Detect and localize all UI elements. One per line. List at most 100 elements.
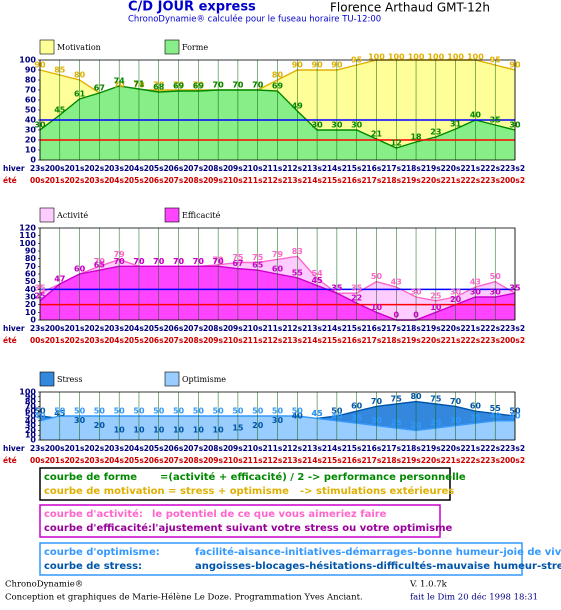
value-label: 10: [371, 303, 383, 312]
value-label: 60: [74, 265, 86, 274]
x-tick-label: 22s2: [485, 444, 505, 453]
value-label: 30: [74, 416, 86, 425]
x-tick-label: 11s2: [267, 164, 287, 173]
x-tick-label: 23s2: [505, 444, 525, 453]
y-tick-label: 80: [25, 76, 37, 85]
value-label: 90: [292, 61, 304, 70]
x-tick-label: 20s2: [446, 164, 466, 173]
x-tick-label-secondary: 01s2: [50, 176, 70, 185]
value-label: 50: [114, 407, 126, 416]
value-label: 50: [213, 407, 225, 416]
legend-swatch: [39, 371, 55, 387]
value-label: 60: [74, 265, 86, 274]
value-label: 50: [34, 407, 46, 416]
x-tick-label-secondary: 00s2: [505, 176, 525, 185]
legend-swatch: [39, 207, 55, 223]
value-label: 43: [470, 278, 481, 287]
value-label: 70: [114, 257, 126, 266]
x-tick-label-secondary: 09s2: [208, 176, 228, 185]
value-label: 21: [371, 130, 383, 139]
value-label: 67: [94, 84, 105, 93]
x-tick-label: 06s2: [168, 324, 188, 333]
x-tick-label: 00s2: [50, 164, 70, 173]
x-tick-label: 02s2: [89, 444, 109, 453]
value-label: 70: [232, 81, 244, 90]
x-tick-label-secondary: 23s2: [485, 456, 505, 465]
value-label: 35: [331, 284, 343, 293]
x-tick-label-secondary: 02s2: [70, 336, 90, 345]
x-tick-label: 21s2: [465, 164, 485, 173]
y-tick-label: 100: [19, 388, 36, 397]
value-label: 40: [34, 411, 46, 420]
legend-label: Activité: [56, 211, 88, 220]
value-label: 35: [490, 116, 502, 125]
value-label: 20: [450, 295, 462, 304]
value-label: 49: [292, 102, 304, 111]
x-tick-label-secondary: 19s2: [406, 176, 426, 185]
x-tick-label-secondary: 16s2: [347, 336, 367, 345]
x-tick-label-secondary: 18s2: [386, 456, 406, 465]
x-tick-label-secondary: 10s2: [228, 336, 248, 345]
value-label: 10: [114, 426, 126, 435]
value-label: 50: [133, 407, 145, 416]
x-tick-label-secondary: 16s2: [347, 176, 367, 185]
row-label: hiver: [3, 444, 25, 453]
x-tick-label-secondary: 15s2: [327, 456, 347, 465]
value-label: 80: [272, 71, 284, 80]
x-tick-label: 02s2: [89, 324, 109, 333]
value-label: 100: [447, 53, 464, 62]
y-tick-label: 20: [25, 300, 37, 309]
person: Florence Arthaud GMT-12h: [330, 1, 490, 15]
x-tick-label: 15s2: [347, 324, 367, 333]
value-label: 30: [450, 416, 462, 425]
value-label: 67: [94, 84, 105, 93]
x-tick-label: 03s2: [109, 444, 129, 453]
value-label: 70: [193, 257, 205, 266]
definition-text: -> stimulations extérieures: [300, 485, 454, 497]
value-label: 60: [470, 402, 482, 411]
value-label: 50: [173, 407, 185, 416]
value-label: 35: [351, 284, 363, 293]
x-tick-label-secondary: 14s2: [307, 176, 327, 185]
x-tick-label-secondary: 15s2: [327, 336, 347, 345]
value-label: 80: [410, 392, 422, 401]
x-tick-label: 15s2: [347, 164, 367, 173]
value-label: 40: [470, 111, 482, 120]
value-label: 69: [173, 82, 185, 91]
definition-text: le potentiel de ce que vous aimeriez fai…: [152, 509, 387, 520]
value-label: 70: [193, 257, 205, 266]
x-tick-label: 13s2: [307, 324, 327, 333]
x-tick-label: 01s2: [70, 324, 90, 333]
definition-term: courbe de forme: [44, 472, 137, 483]
x-tick-label-secondary: 12s2: [267, 456, 287, 465]
value-label: 100: [388, 53, 405, 62]
value-label: 70: [114, 81, 126, 90]
x-tick-label: 16s2: [366, 444, 386, 453]
value-label: 30: [272, 416, 284, 425]
value-label: 45: [312, 409, 324, 418]
legend-label: Stress: [57, 375, 82, 384]
value-label: 50: [331, 407, 343, 416]
x-tick-label-secondary: 06s2: [149, 456, 169, 465]
value-label: 75: [391, 395, 403, 404]
y-tick-label: 30: [25, 126, 37, 135]
value-label: 35: [34, 284, 46, 293]
x-tick-label-secondary: 18s2: [386, 336, 406, 345]
x-tick-label: 21s2: [465, 324, 485, 333]
x-tick-label-secondary: 16s2: [347, 456, 367, 465]
value-label: 100: [467, 53, 484, 62]
value-label: 22: [351, 294, 362, 303]
x-tick-label-secondary: 00s2: [30, 456, 50, 465]
footer-credits: Conception et graphiques de Marie-Hélène…: [5, 592, 363, 603]
value-label: 70: [153, 257, 165, 266]
value-label: 45: [54, 409, 66, 418]
value-label: 50: [153, 407, 165, 416]
x-tick-label: 07s2: [188, 164, 208, 173]
legend-swatch: [164, 39, 180, 55]
value-label: 50: [193, 407, 205, 416]
value-label: 70: [252, 81, 264, 90]
value-label: 80: [74, 71, 86, 80]
x-tick-label-secondary: 05s2: [129, 456, 149, 465]
legend-label: Efficacité: [182, 211, 221, 220]
x-tick-label-secondary: 17s2: [366, 336, 386, 345]
